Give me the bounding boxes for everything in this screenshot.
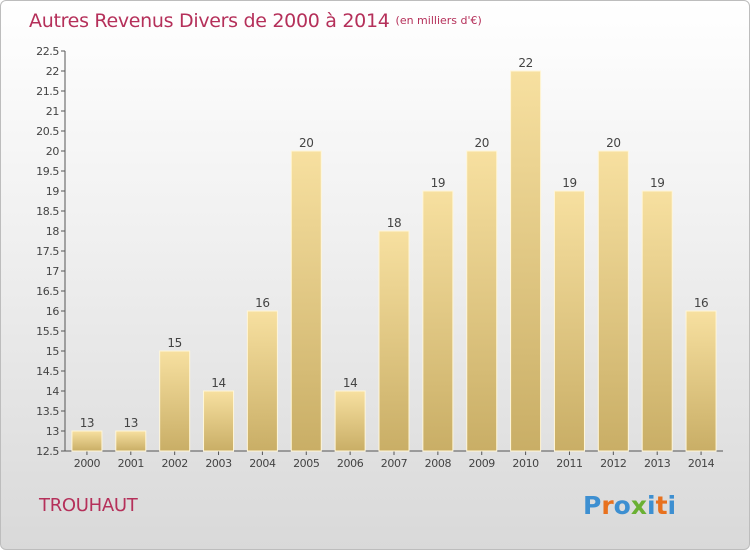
logo-letter: i — [647, 491, 656, 520]
x-tick-label: 2003 — [205, 457, 232, 470]
value-label: 18 — [387, 216, 401, 230]
x-tick-label: 2010 — [512, 457, 539, 470]
logo-letter: x — [630, 491, 647, 520]
bar-2010 — [510, 70, 542, 452]
bar-2009 — [466, 150, 498, 452]
y-tick-label: 16.5 — [36, 285, 59, 298]
y-tick-label: 13 — [46, 425, 60, 438]
chart-unit: (en milliers d'€) — [395, 14, 482, 27]
bar-2006 — [334, 390, 366, 452]
y-tick-label: 15.5 — [36, 325, 59, 338]
bar-2002 — [159, 350, 191, 452]
y-tick-label: 20 — [46, 145, 60, 158]
value-label: 22 — [518, 56, 532, 70]
y-tick-label: 19 — [46, 185, 60, 198]
bar-2014 — [685, 310, 717, 452]
proxiti-logo: Proxiti — [583, 491, 676, 520]
x-tick-label: 2009 — [469, 457, 496, 470]
y-tick-label: 22 — [46, 65, 59, 78]
y-tick-label: 17.5 — [36, 245, 59, 258]
logo-letter: o — [613, 491, 631, 520]
x-tick-label: 2004 — [249, 457, 276, 470]
x-tick-label: 2013 — [644, 457, 671, 470]
logo-letter: i — [667, 491, 677, 520]
x-tick-label: 2006 — [337, 457, 364, 470]
x-tick-label: 2008 — [425, 457, 452, 470]
chart-title-text: Autres Revenus Divers de 2000 à 2014 — [29, 10, 390, 32]
y-tick-label: 21 — [46, 105, 59, 118]
x-tick-label: 2002 — [161, 457, 187, 470]
y-tick-label: 22.5 — [36, 45, 59, 58]
commune-name: TROUHAUT — [39, 495, 138, 516]
x-tick-label: 2012 — [600, 457, 626, 470]
bar-2012 — [597, 150, 629, 452]
logo-letter: P — [583, 491, 602, 520]
y-tick-label: 16 — [46, 305, 60, 318]
bar-2000 — [71, 430, 103, 452]
value-label: 20 — [474, 136, 488, 150]
y-tick-label: 18 — [46, 225, 60, 238]
bar-2013 — [641, 190, 673, 452]
bar-2007 — [378, 230, 410, 452]
bar-2004 — [246, 310, 278, 452]
y-tick-label: 21.5 — [36, 85, 59, 98]
bar-2001 — [115, 430, 147, 452]
x-tick-label: 2001 — [118, 457, 144, 470]
x-tick-label: 2014 — [688, 457, 715, 470]
y-tick-label: 19.5 — [36, 165, 59, 178]
bar-2008 — [422, 190, 454, 452]
x-tick-label: 2011 — [556, 457, 582, 470]
value-label: 14 — [211, 376, 225, 390]
value-label: 19 — [431, 176, 445, 190]
value-label: 20 — [299, 136, 313, 150]
logo-letter: t — [655, 491, 668, 520]
chart-title: Autres Revenus Divers de 2000 à 2014 (en … — [29, 10, 482, 32]
x-tick-label: 2005 — [293, 457, 320, 470]
x-tick-label: 2007 — [381, 457, 408, 470]
bar-2005 — [290, 150, 322, 452]
bar-2011 — [553, 190, 585, 452]
bar-2003 — [203, 390, 235, 452]
value-label: 15 — [167, 336, 181, 350]
value-label: 13 — [80, 416, 94, 430]
y-tick-label: 13.5 — [36, 405, 59, 418]
logo-letter: r — [601, 491, 614, 520]
value-label: 16 — [694, 296, 708, 310]
y-tick-label: 12.5 — [36, 445, 59, 458]
y-tick-label: 14.5 — [36, 365, 59, 378]
value-label: 19 — [562, 176, 576, 190]
value-label: 20 — [606, 136, 620, 150]
y-tick-label: 14 — [46, 385, 60, 398]
value-label: 19 — [650, 176, 664, 190]
y-tick-label: 20.5 — [36, 125, 59, 138]
x-tick-label: 2000 — [74, 457, 101, 470]
y-tick-label: 18.5 — [36, 205, 59, 218]
value-label: 16 — [255, 296, 269, 310]
value-label: 13 — [124, 416, 138, 430]
value-label: 14 — [343, 376, 357, 390]
y-tick-label: 15 — [46, 345, 60, 358]
y-tick-label: 17 — [46, 265, 60, 278]
